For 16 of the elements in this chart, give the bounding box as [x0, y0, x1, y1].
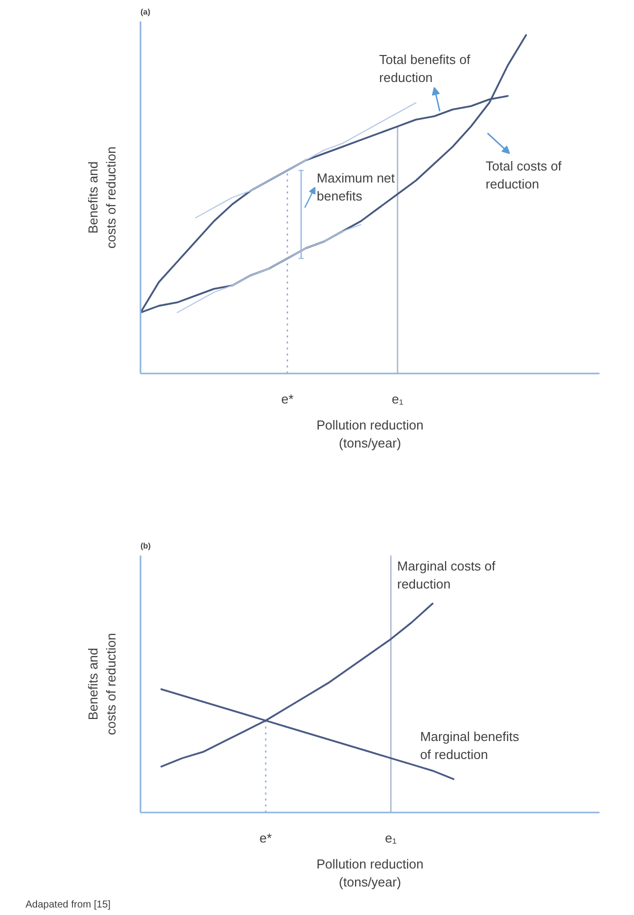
x-axis-title: Pollution reduction (tons/year): [316, 418, 424, 450]
y-axis-title: Benefits and costs of reduction: [86, 633, 118, 735]
text: Adapated from [15]: [26, 900, 111, 910]
x-tick-label: e*: [281, 392, 294, 406]
x-tick-label: e*: [260, 830, 272, 846]
annotation: Maximum net benefits: [316, 170, 396, 204]
text: Marginal costs of reduction: [397, 558, 496, 592]
chart-title: (b): [140, 542, 152, 550]
chart-title: (a): [140, 8, 151, 16]
x-axis-title: Pollution reduction (tons/year): [316, 856, 424, 890]
series-label: Marginal benefits of reduction: [420, 728, 520, 762]
y-axis-title: Benefits and costs of reduction: [86, 146, 118, 248]
x-tick-label: e₁: [392, 392, 404, 406]
series-label: Total benefits of reduction: [379, 52, 471, 85]
text: Total costs of reduction: [486, 158, 562, 192]
x-tick-label: e₁: [385, 830, 398, 846]
